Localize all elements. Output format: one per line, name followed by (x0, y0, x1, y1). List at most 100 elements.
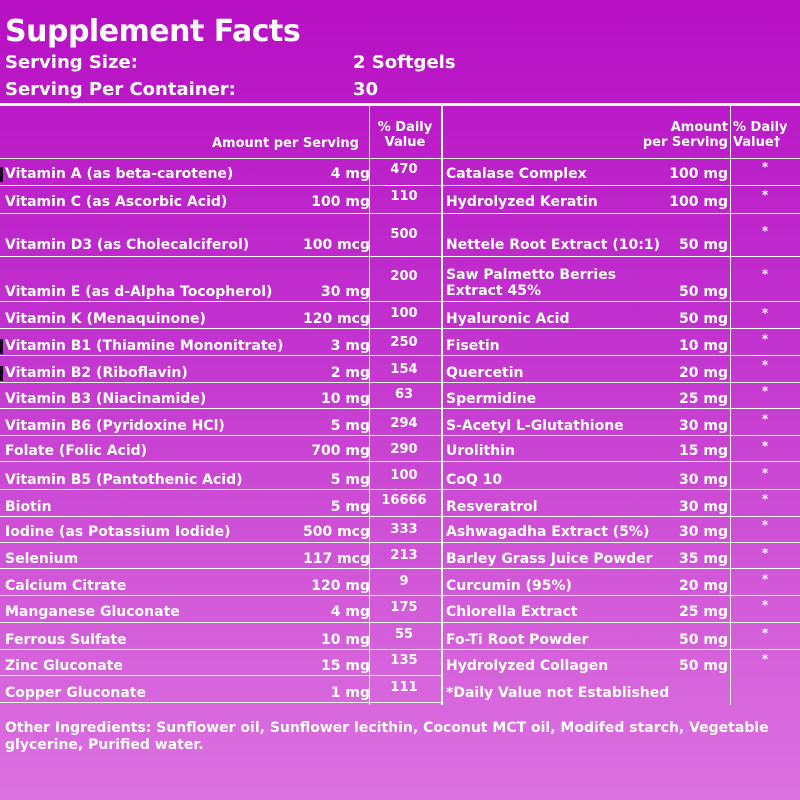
ingredient-name: Spermidine (446, 391, 537, 407)
nutrient-daily-value: 100 (390, 468, 418, 483)
nutrient-daily-value: 135 (390, 653, 418, 668)
nutrient-daily-value: 213 (390, 548, 418, 563)
nutrient-name: Vitamin B1 (Thiamine Mononitrate) (5, 338, 284, 354)
nutrient-daily-value: 333 (390, 522, 418, 537)
row-divider (0, 435, 800, 436)
ingredient-daily-value: * (761, 546, 769, 560)
other-ingredients: Other Ingredients: Sunflower oil, Sunflo… (5, 720, 769, 753)
nutrient-name: Folate (Folic Acid) (5, 443, 148, 459)
daily-value-header-line1: % Daily (377, 120, 433, 135)
nutrient-amount: 700 mg (311, 443, 370, 459)
nutrient-daily-value: 111 (390, 680, 418, 695)
ingredient-daily-value: * (761, 492, 769, 506)
ingredient-daily-value: * (761, 652, 769, 666)
nutrient-amount: 5 mg (330, 472, 370, 488)
row-edge-mark (0, 339, 3, 354)
daily-value-header-right-line2: Value† (733, 135, 781, 150)
amount-header-right-line2: per Serving (642, 135, 728, 150)
column-divider (441, 106, 443, 705)
nutrient-name: Zinc Gluconate (5, 658, 123, 674)
nutrient-name: Vitamin B6 (Pyridoxine HCl) (5, 418, 225, 434)
nutrient-amount: 4 mg (330, 166, 370, 182)
row-edge-mark (0, 167, 3, 182)
ingredient-name: S-Acetyl L-Glutathione (446, 418, 624, 434)
servings-per-container-value: 30 (353, 79, 379, 100)
ingredient-daily-value: * (761, 626, 769, 640)
ingredient-daily-value: * (761, 358, 769, 372)
ingredient-amount: 25 mg (679, 604, 728, 620)
ingredient-daily-value: * (761, 518, 769, 532)
ingredient-amount: 15 mg (679, 443, 728, 459)
ingredient-amount: 25 mg (679, 391, 728, 407)
row-divider (0, 461, 800, 462)
nutrient-amount: 5 mg (330, 499, 370, 515)
column-divider (730, 106, 731, 705)
nutrient-daily-value: 100 (390, 306, 418, 321)
ingredient-amount: 30 mg (679, 472, 728, 488)
ingredient-amount: 20 mg (679, 365, 728, 381)
row-divider (0, 542, 800, 543)
ingredient-amount: 50 mg (679, 237, 728, 253)
nutrient-amount: 120 mg (311, 578, 370, 594)
ingredient-amount: 100 mg (669, 166, 728, 182)
facts-table: Amount per Serving % Daily Value Amount … (0, 106, 800, 705)
ingredient-amount: 20 mg (679, 578, 728, 594)
ingredient-daily-value: * (761, 160, 769, 174)
nutrient-name: Vitamin B5 (Pantothenic Acid) (5, 472, 243, 488)
row-divider (0, 382, 800, 383)
nutrient-daily-value: 154 (390, 362, 418, 377)
nutrient-name: Vitamin B2 (Riboflavin) (5, 365, 188, 381)
row-divider (0, 328, 800, 329)
amount-header-right-line1: Amount (670, 120, 728, 135)
ingredient-amount: 50 mg (679, 632, 728, 648)
ingredient-amount: 10 mg (679, 338, 728, 354)
nutrient-amount: 5 mg (330, 418, 370, 434)
ingredient-name: Curcumin (95%) (446, 578, 572, 594)
nutrient-name: Copper Gluconate (5, 685, 146, 701)
nutrient-name: Biotin (5, 499, 52, 515)
nutrient-name: Calcium Citrate (5, 578, 127, 594)
ingredient-name: Nettele Root Extract (10:1) (446, 237, 660, 253)
nutrient-name: Iodine (as Potassium Iodide) (5, 524, 231, 540)
ingredient-name: Barley Grass Juice Powder (446, 551, 653, 567)
nutrient-daily-value: 16666 (381, 493, 427, 508)
nutrient-daily-value: 63 (394, 387, 414, 402)
daily-value-header-right: % Daily Value† (733, 120, 788, 150)
nutrient-amount: 117 mcg (302, 551, 370, 567)
daily-value-header-line2: Value (384, 135, 426, 150)
servings-per-container-label: Serving Per Container: (5, 79, 236, 100)
other-ingredients-section: Other Ingredients: Sunflower oil, Sunflo… (0, 706, 800, 800)
nutrient-amount: 10 mg (321, 632, 370, 648)
row-divider (0, 158, 800, 159)
ingredient-name: Saw Palmetto Berries Extract 45% (446, 267, 616, 299)
ingredient-name: CoQ 10 (446, 472, 503, 488)
nutrient-name: Manganese Gluconate (5, 604, 180, 620)
row-divider (0, 622, 800, 623)
ingredient-name: Hydrolyzed Keratin (446, 194, 598, 210)
ingredient-daily-value: * (761, 267, 769, 281)
nutrient-daily-value: 110 (390, 189, 418, 204)
nutrient-daily-value: 175 (390, 600, 418, 615)
ingredient-name: Chlorella Extract (446, 604, 578, 620)
header-divider (0, 103, 800, 106)
amount-per-serving-header: Amount per Serving (212, 136, 359, 151)
row-divider (0, 408, 800, 409)
ingredient-name: Hyaluronic Acid (446, 311, 570, 327)
ingredient-amount: 50 mg (679, 311, 728, 327)
daily-value-header-right-line1: % Daily (733, 120, 788, 135)
daily-value-footnote: *Daily Value not Established (446, 685, 670, 701)
nutrient-daily-value: 200 (390, 269, 418, 284)
nutrient-amount: 1 mg (330, 685, 370, 701)
nutrient-amount: 30 mg (321, 284, 370, 300)
nutrient-daily-value: 500 (390, 227, 418, 242)
nutrient-name: Ferrous Sulfate (5, 632, 127, 648)
ingredient-amount: 50 mg (679, 284, 728, 300)
nutrient-amount: 100 mg (311, 194, 370, 210)
ingredient-name: Ashwagadha Extract (5%) (446, 524, 650, 540)
row-divider (0, 213, 800, 214)
ingredient-daily-value: * (761, 384, 769, 398)
nutrient-amount: 2 mg (330, 365, 370, 381)
row-divider (0, 256, 800, 257)
nutrient-amount: 10 mg (321, 391, 370, 407)
header: Supplement Facts Serving Size: 2 Softgel… (0, 0, 800, 104)
